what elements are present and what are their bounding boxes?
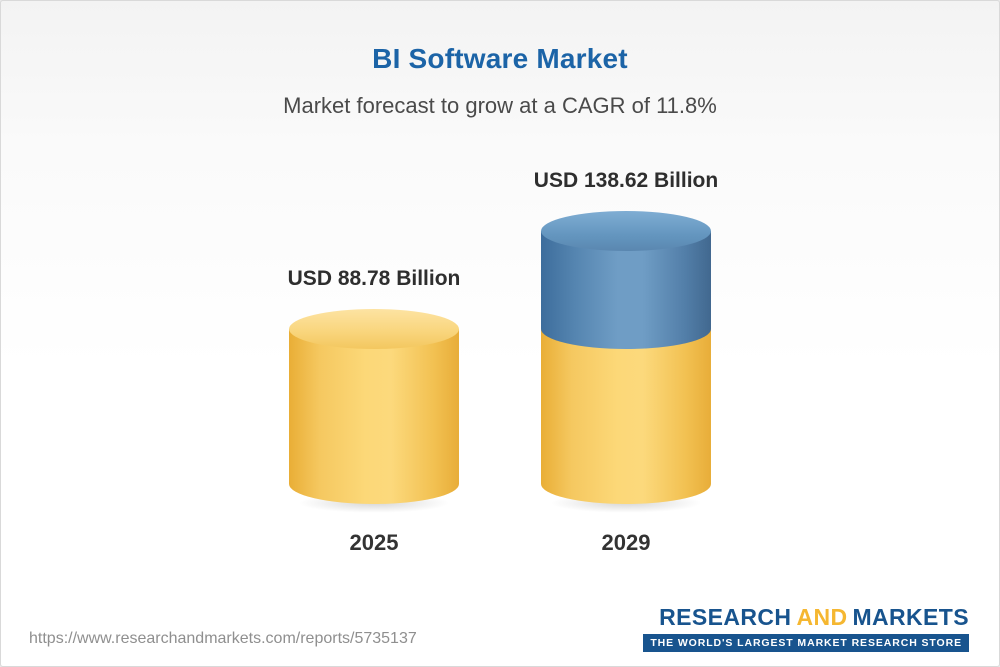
segment-base-2029 — [541, 329, 711, 504]
chart-header: BI Software Market Market forecast to gr… — [1, 43, 999, 119]
bar-value-label-2029: USD 138.62 Billion — [533, 169, 719, 192]
bar-value-label-2025: USD 88.78 Billion — [287, 267, 461, 290]
logo-word-and: AND — [796, 604, 848, 630]
logo-wordmark: RESEARCH AND MARKETS — [643, 604, 969, 631]
source-url: https://www.researchandmarkets.com/repor… — [29, 630, 417, 647]
bar-group-2025: USD 88.78 Billion 2025 — [267, 267, 481, 555]
x-axis-label-2029: 2029 — [601, 530, 651, 555]
researchandmarkets-logo: RESEARCH AND MARKETS THE WORLD'S LARGEST M… — [643, 604, 969, 652]
logo-tagline: THE WORLD'S LARGEST MARKET RESEARCH STOR… — [643, 634, 969, 652]
chart-title: BI Software Market — [372, 43, 628, 74]
cylinder-body-2025 — [289, 329, 459, 504]
logo-word-markets: MARKETS — [852, 604, 969, 630]
cylinder-cap-2025 — [289, 309, 459, 349]
chart-subtitle: Market forecast to grow at a CAGR of 11.… — [283, 93, 717, 118]
x-axis-label-2025: 2025 — [349, 530, 399, 555]
logo-word-research: RESEARCH — [659, 604, 792, 630]
bar-group-2029: USD 138.62 Billion 2029 — [519, 169, 733, 555]
cylinder-cap-2029 — [541, 211, 711, 251]
